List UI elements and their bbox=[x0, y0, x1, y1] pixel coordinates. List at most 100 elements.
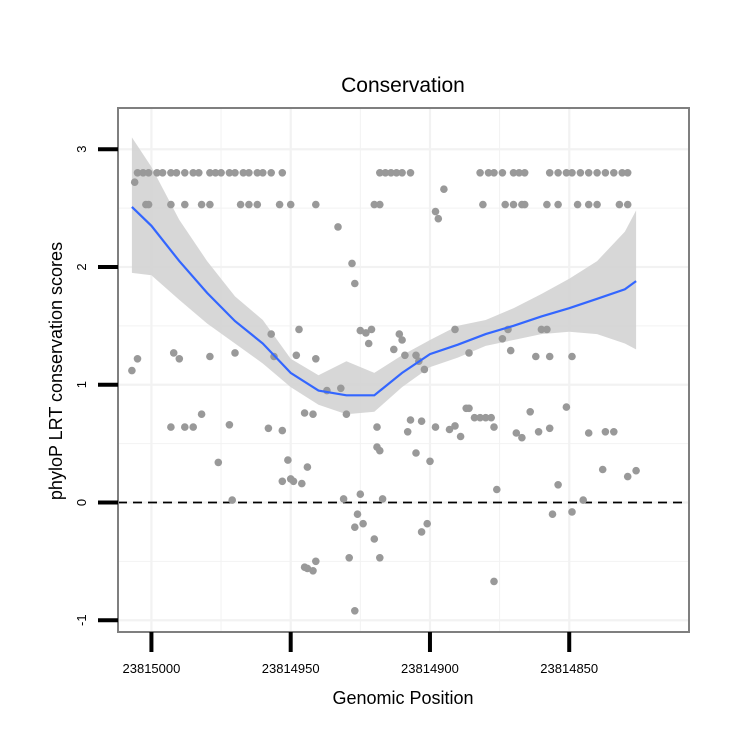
data-point bbox=[298, 479, 306, 488]
data-point bbox=[476, 169, 484, 177]
data-point bbox=[498, 335, 507, 343]
data-point bbox=[275, 200, 284, 209]
confidence-ribbon bbox=[131, 137, 637, 415]
data-point bbox=[576, 169, 585, 177]
data-point bbox=[189, 169, 197, 177]
y-axis-title: phyloP LRT conservation scores bbox=[46, 242, 66, 500]
data-point bbox=[568, 508, 576, 516]
data-point bbox=[406, 169, 415, 177]
data-point bbox=[390, 345, 398, 354]
data-point bbox=[568, 169, 576, 177]
data-point bbox=[351, 279, 359, 288]
data-point bbox=[295, 325, 303, 334]
data-point bbox=[526, 408, 534, 416]
data-point bbox=[211, 169, 220, 177]
data-point bbox=[632, 466, 640, 475]
data-point bbox=[543, 325, 551, 334]
data-point bbox=[169, 349, 178, 357]
data-point bbox=[139, 169, 147, 177]
data-point bbox=[484, 169, 493, 177]
data-point bbox=[610, 169, 618, 177]
y-axis: -1 0 1 2 3 bbox=[74, 146, 118, 626]
data-point bbox=[236, 200, 245, 209]
data-point bbox=[373, 443, 381, 451]
data-point bbox=[264, 424, 273, 433]
data-point bbox=[512, 429, 521, 437]
data-point bbox=[289, 477, 298, 486]
data-point bbox=[312, 355, 320, 363]
data-point bbox=[351, 607, 359, 615]
data-point bbox=[144, 200, 153, 209]
data-point bbox=[412, 449, 420, 457]
data-point bbox=[370, 535, 379, 543]
data-point bbox=[584, 429, 593, 437]
data-point bbox=[623, 169, 632, 177]
data-point bbox=[623, 472, 632, 481]
data-point bbox=[206, 169, 214, 177]
data-point bbox=[284, 456, 292, 464]
data-point bbox=[214, 458, 223, 467]
data-point bbox=[545, 352, 554, 361]
x-tick-label: 23814850 bbox=[540, 661, 598, 676]
data-point bbox=[623, 200, 632, 209]
data-point bbox=[493, 485, 501, 494]
data-point bbox=[490, 169, 498, 177]
data-point bbox=[618, 169, 626, 177]
data-point bbox=[172, 169, 181, 177]
data-point bbox=[506, 346, 515, 355]
y-tick-label: 2 bbox=[74, 263, 89, 270]
data-point bbox=[554, 200, 562, 209]
data-point bbox=[175, 355, 184, 363]
data-point bbox=[309, 567, 317, 575]
data-point bbox=[353, 510, 362, 518]
data-point bbox=[398, 169, 406, 177]
data-point bbox=[554, 169, 562, 177]
data-point bbox=[300, 409, 309, 417]
data-point bbox=[378, 495, 387, 503]
data-point bbox=[501, 200, 510, 209]
data-point bbox=[286, 200, 295, 209]
y-tick-label: 1 bbox=[74, 381, 89, 388]
data-point bbox=[167, 423, 175, 431]
data-point bbox=[395, 330, 404, 338]
data-point bbox=[562, 169, 571, 177]
data-point bbox=[406, 416, 415, 424]
data-point bbox=[376, 169, 384, 177]
data-point bbox=[239, 169, 248, 177]
data-point bbox=[167, 200, 175, 209]
data-point bbox=[584, 200, 593, 209]
data-point bbox=[545, 424, 554, 433]
data-point bbox=[231, 169, 239, 177]
y-tick-label: -1 bbox=[74, 614, 89, 626]
data-point bbox=[601, 428, 610, 436]
data-point bbox=[593, 169, 601, 177]
data-point bbox=[387, 169, 395, 177]
data-point bbox=[451, 422, 459, 430]
data-point bbox=[434, 214, 443, 223]
data-point bbox=[518, 433, 526, 442]
data-point bbox=[392, 169, 401, 177]
data-point bbox=[431, 207, 440, 216]
data-point bbox=[128, 366, 136, 375]
data-point bbox=[490, 423, 498, 431]
data-point bbox=[133, 355, 142, 363]
data-point bbox=[278, 477, 287, 486]
chart-title: Conservation bbox=[341, 74, 465, 97]
data-point bbox=[359, 519, 367, 528]
data-point bbox=[398, 336, 406, 344]
data-point bbox=[278, 169, 287, 177]
data-point bbox=[370, 200, 379, 209]
data-point bbox=[568, 352, 576, 361]
data-point bbox=[206, 200, 214, 209]
data-point bbox=[245, 169, 253, 177]
data-point bbox=[487, 413, 496, 422]
data-point bbox=[362, 329, 370, 337]
confidence-ribbon-layer bbox=[131, 137, 637, 415]
data-point bbox=[158, 169, 167, 177]
panel-border bbox=[117, 107, 690, 633]
data-point bbox=[476, 413, 484, 422]
data-point bbox=[537, 325, 546, 334]
data-point bbox=[403, 428, 412, 436]
data-point bbox=[545, 169, 554, 177]
